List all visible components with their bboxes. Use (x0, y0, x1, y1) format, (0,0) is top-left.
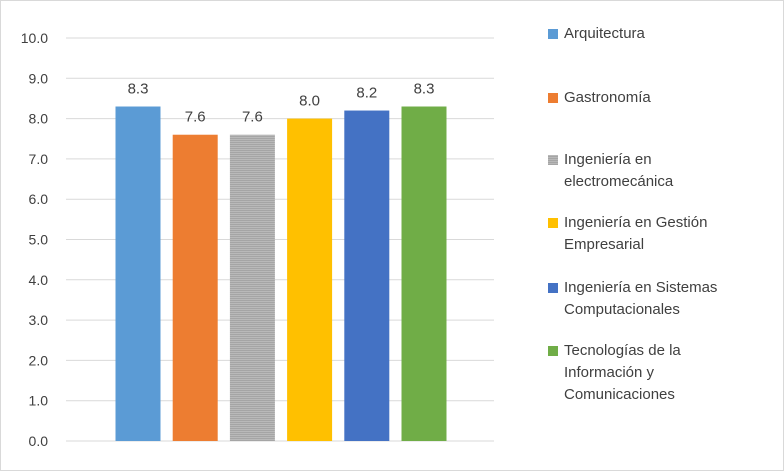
bar-value-label: 8.0 (299, 93, 320, 110)
y-tick-label: 7.0 (29, 151, 49, 167)
bar (344, 110, 390, 441)
legend-label: Gastronomía (564, 89, 651, 106)
legend-item-electromecanica: Ingeniería en electromecánica (548, 150, 778, 193)
legend-item-gestion-empresarial: Ingeniería en Gestión Empresarial (548, 213, 778, 256)
y-tick-label: 9.0 (29, 70, 49, 86)
y-tick-label: 0.0 (29, 433, 49, 449)
legend-item-gastronomia: Gastronomía (548, 88, 778, 109)
bar-value-label: 8.3 (128, 81, 149, 98)
legend-item-sistemas-computacionales: Ingeniería en Sistemas Computacionales (548, 278, 778, 321)
legend-label: Ingeniería en Gestión Empresarial (564, 214, 708, 253)
data-labels: 8.3 7.6 7.6 8.0 8.2 8.3 (128, 81, 435, 126)
bar-value-label: 8.3 (414, 81, 435, 98)
y-tick-label: 4.0 (29, 272, 49, 288)
bar (115, 106, 161, 441)
y-tick-label: 8.0 (29, 111, 49, 127)
bar (229, 134, 275, 441)
legend-swatch (548, 29, 558, 39)
legend-swatch (548, 346, 558, 356)
legend-swatch (548, 218, 558, 228)
legend-swatch (548, 93, 558, 103)
bars (115, 106, 447, 441)
bar-value-label: 7.6 (242, 109, 263, 126)
bar (401, 106, 447, 441)
bar-value-label: 7.6 (185, 109, 206, 126)
legend-label: Arquitectura (564, 25, 645, 42)
legend-item-tic: Tecnologías de la Información y Comunica… (548, 341, 778, 406)
y-tick-label: 1.0 (29, 393, 49, 409)
y-tick-label: 6.0 (29, 191, 49, 207)
y-tick-label: 5.0 (29, 232, 49, 248)
legend-label: Tecnologías de la Información y Comunica… (564, 342, 681, 403)
y-tick-label: 2.0 (29, 352, 49, 368)
legend-item-arquitectura: Arquitectura (548, 24, 778, 45)
legend-swatch (548, 155, 558, 165)
y-axis-ticks: 0.0 1.0 2.0 3.0 4.0 5.0 6.0 7.0 8.0 9.0 10.0 (21, 30, 48, 449)
legend-label: Ingeniería en Sistemas Computacionales (564, 279, 718, 318)
bar-value-label: 8.2 (356, 85, 377, 102)
bar (172, 134, 218, 441)
legend-swatch (548, 283, 558, 293)
y-tick-label: 3.0 (29, 312, 49, 328)
bar (287, 118, 333, 441)
y-tick-label: 10.0 (21, 30, 48, 46)
legend-label: Ingeniería en electromecánica (564, 151, 674, 190)
